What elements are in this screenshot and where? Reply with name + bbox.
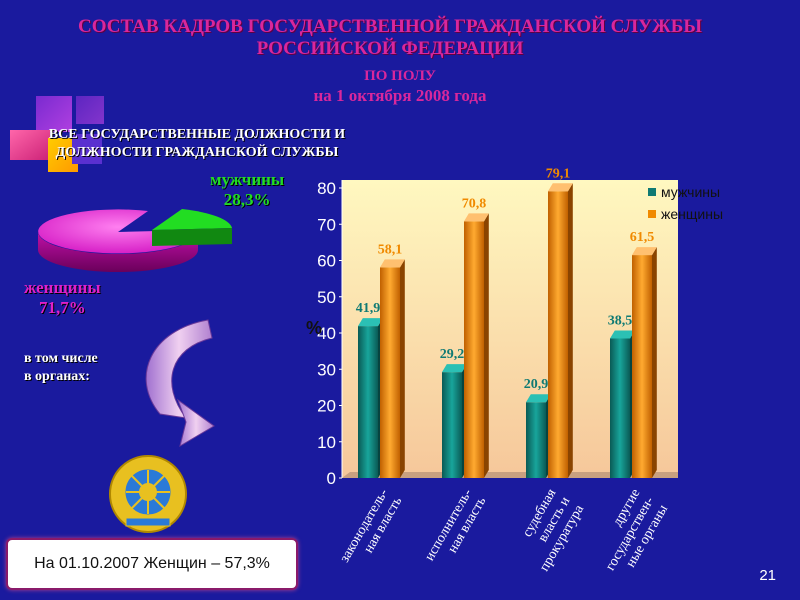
bar-men [442,372,462,478]
legend-item-women: женщины [648,206,723,222]
y-axis-label: % [306,318,323,338]
y-tick-label: 40 [317,324,336,343]
page-title: СОСТАВ КАДРОВ ГОСУДАРСТВЕННОЙ ГРАЖДАНСКО… [40,16,740,60]
bar-women [632,255,652,478]
pie-label-men: мужчины 28,3% [210,170,284,210]
bar-top-men [526,394,551,403]
data-label-men: 38,5 [608,313,633,328]
note-box: На 01.10.2007 Женщин – 57,3% [6,538,298,590]
pie-slice-women-side [38,232,198,272]
data-label-women: 58,1 [378,242,403,257]
data-label-women: 79,1 [546,166,571,181]
pie-label-men-name: мужчины [210,170,285,189]
bar-top-men [442,364,467,373]
y-tick-label: 0 [327,469,336,488]
bar-top-women [632,247,657,256]
legend-swatch-women [648,210,656,218]
y-tick-label: 10 [317,433,336,452]
y-tick-label: 70 [317,215,336,234]
legend-label-women: женщины [661,206,724,222]
subtitle: ПО ПОЛУ [364,68,436,84]
all-positions-line-2: ДОЛЖНОСТИ ГРАЖДАНСКОЙ СЛУЖБЫ [55,145,339,160]
legend: мужчины женщины [648,184,723,222]
data-label-women: 70,8 [462,196,487,211]
decorative-squares [10,96,104,172]
title-line-1: СОСТАВ КАДРОВ ГОСУДАРСТВЕННОЙ ГРАЖДАНСКО… [78,16,702,37]
pie-label-men-value: 28,3% [223,190,271,209]
data-label-men: 20,9 [524,377,549,392]
data-label-women: 61,5 [630,230,655,245]
pie-label-women: женщины 71,7% [24,278,101,318]
data-label-men: 41,9 [356,301,381,316]
all-positions-line-1: ВСЕ ГОСУДАРСТВЕННЫЕ ДОЛЖНОСТИ И [48,127,346,142]
page-number: 21 [759,567,776,584]
date-label: на 1 октября 2008 года [313,86,487,105]
y-tick-label: 80 [317,179,336,198]
including-caption: в том числе в органах: [24,350,98,386]
bar-top-men [358,318,383,327]
bar-men [610,338,630,478]
bar-side-women [652,247,657,478]
x-tick-label: исполнитель-ная власть [422,486,489,571]
legend-item-men: мужчины [648,184,723,200]
y-tick-label: 60 [317,252,336,271]
including-line-1: в том числе [24,351,98,366]
bar-top-women [464,213,489,222]
y-tick-label: 50 [317,288,336,307]
bar-top-men [610,330,635,339]
bar-top-women [380,259,405,268]
emblem-icon [109,455,187,533]
bar-side-women [568,183,573,478]
plot-floor [342,472,678,478]
bar-women [464,221,484,478]
x-tick-label: другиегосударствен-ные органы [589,486,671,581]
bar-women [380,267,400,478]
data-label-men: 29,2 [440,347,465,362]
bar-side-women [400,259,405,478]
legend-swatch-men [648,188,656,196]
x-tick-label: судебнаявласть ипрокуратура [509,486,587,574]
bar-women [548,191,568,478]
y-tick-label: 20 [317,397,336,416]
legend-label-men: мужчины [661,184,721,200]
bar-chart: 41,9 58,1 29,2 70,8 20,9 79,1 38,5 61,5 0 10 20 30… [317,166,678,581]
pie-slice-men [152,209,232,230]
curved-arrow-icon [145,319,215,448]
bar-top-women [548,183,573,192]
title-line-2: РОССИЙСКОЙ ФЕДЕРАЦИИ [256,38,524,59]
bar-men [526,402,546,478]
pie-label-women-name: женщины [24,278,101,297]
including-line-2: в органах: [24,369,90,384]
bar-side-women [484,213,489,478]
all-positions-caption: ВСЕ ГОСУДАРСТВЕННЫЕ ДОЛЖНОСТИ И ДОЛЖНОСТ… [12,126,382,162]
bar-men [358,326,378,478]
pie-chart [38,209,232,272]
pie-label-women-value: 71,7% [38,298,86,317]
y-tick-label: 30 [317,360,336,379]
x-tick-label: законодатель-ная власть [337,486,405,573]
pie-slice-men-side [152,228,232,246]
